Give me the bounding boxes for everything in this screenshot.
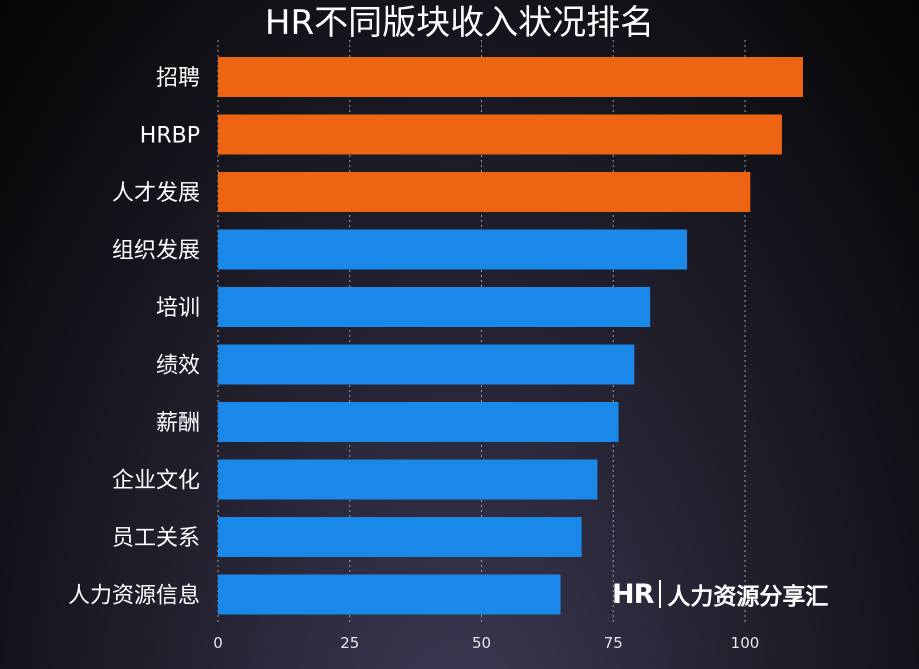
category-label: HRBP [140,124,200,149]
category-label: 培训 [156,296,200,321]
category-label: 组织发展 [112,239,200,264]
bar [218,287,651,327]
category-label: 招聘 [156,66,200,91]
category-label: 员工关系 [112,526,200,551]
x-tick-label: 75 [604,634,623,652]
bar [218,344,635,385]
category-label: 人力资源信息 [68,584,200,609]
bar [218,402,619,442]
hr-logo: HR [612,578,654,610]
bar [218,459,598,500]
bar [218,172,751,212]
bar [218,574,561,615]
chart-title: HR不同版块收入状况排名 [264,3,655,43]
watermark: HR 人力资源分享汇 [612,574,828,614]
category-label: 企业文化 [112,469,200,494]
bar [218,57,803,97]
bar-layer [218,57,803,615]
bar [218,517,582,557]
category-label: 绩效 [156,354,200,379]
category-label: 人才发展 [112,181,200,206]
x-axis-ticks: 0 25 50 75 100 [213,634,759,652]
bar [218,114,782,155]
x-tick-label: 100 [731,634,760,652]
x-tick-label: 25 [340,634,359,652]
watermark-text: 人力资源分享汇 [667,584,829,610]
x-tick-label: 50 [472,634,491,652]
watermark-divider [659,580,662,608]
x-tick-label: 0 [213,634,223,652]
category-label: 薪酬 [156,411,200,436]
bar [218,229,688,270]
